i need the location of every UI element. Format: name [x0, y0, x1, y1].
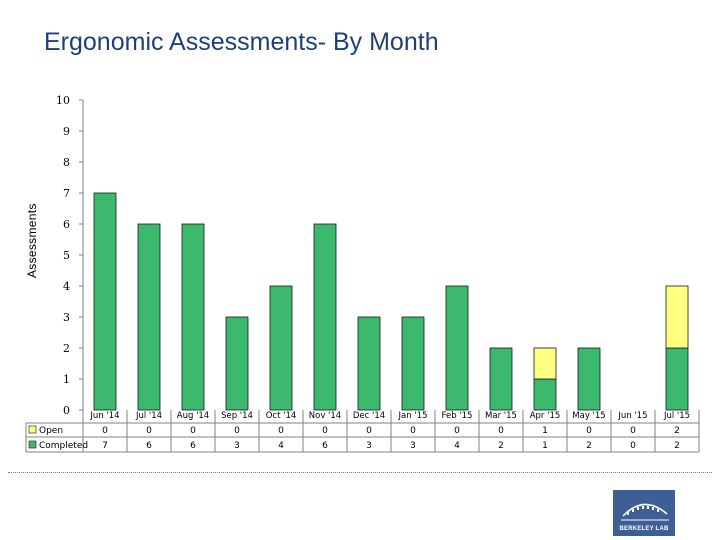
bar-completed: [401, 316, 425, 411]
bar-completed: [269, 285, 293, 411]
logo-text: BERKELEY LAB: [619, 526, 669, 532]
table-value-completed: 2: [498, 441, 504, 451]
bar-completed: [181, 223, 205, 411]
x-tick-label: Jun '15: [617, 411, 647, 421]
bar-completed: [137, 223, 161, 411]
bar-completed: [489, 347, 513, 411]
x-tick-label: Apr '15: [530, 411, 561, 421]
table-value-completed: 2: [674, 441, 680, 451]
x-tick-label: Jul '14: [135, 411, 162, 421]
bar-open: [665, 285, 689, 349]
table-value-open: 0: [234, 426, 240, 436]
y-tick-label: 4: [63, 280, 70, 293]
table-value-completed: 6: [190, 441, 196, 451]
table-value-completed: 6: [146, 441, 152, 451]
table-value-open: 0: [322, 426, 328, 436]
x-tick-label: May '15: [572, 411, 605, 421]
table-value-open: 0: [498, 426, 504, 436]
table-value-completed: 4: [278, 441, 284, 451]
legend-label-open: Open: [39, 426, 63, 436]
x-tick-label: Jul '15: [663, 411, 690, 421]
y-tick-label: 10: [56, 94, 70, 107]
table-value-completed: 2: [586, 441, 592, 451]
table-value-open: 0: [586, 426, 592, 436]
table-value-open: 0: [454, 426, 460, 436]
legend-key-completed: [28, 440, 37, 449]
x-tick-label: Jun '14: [89, 411, 119, 421]
bar-completed: [93, 192, 117, 411]
x-tick-label: Nov '14: [309, 411, 341, 421]
y-tick-label: 1: [63, 373, 70, 386]
y-tick-label: 6: [63, 218, 70, 231]
footer-divider: [8, 472, 712, 473]
table-value-open: 0: [146, 426, 152, 436]
x-tick-label: Jan '15: [398, 411, 428, 421]
bar-completed: [225, 316, 249, 411]
table-value-open: 0: [366, 426, 372, 436]
y-tick-label: 2: [63, 342, 70, 355]
table-value-open: 0: [190, 426, 196, 436]
table-value-open: 0: [278, 426, 284, 436]
table-value-open: 0: [630, 426, 636, 436]
y-tick-label: 5: [63, 249, 70, 262]
legend-key-open: [28, 425, 37, 434]
table-value-completed: 1: [542, 441, 548, 451]
x-tick-label: Dec '14: [353, 411, 385, 421]
x-tick-label: Aug '14: [177, 411, 209, 421]
bar-completed: [445, 285, 469, 411]
table-value-open: 1: [542, 426, 548, 436]
bar-completed: [665, 347, 689, 411]
table-value-completed: 6: [322, 441, 328, 451]
bar-open: [533, 347, 557, 380]
x-tick-label: Sep '14: [221, 411, 253, 421]
bar-completed: [313, 223, 337, 411]
y-tick-label: 0: [63, 404, 70, 417]
berkeley-lab-logo: BERKELEY LAB: [613, 490, 675, 536]
table-value-completed: 4: [454, 441, 460, 451]
lab-building-icon: [621, 503, 669, 521]
table-value-open: 0: [102, 426, 108, 436]
bar-completed: [357, 316, 381, 411]
x-tick-label: Mar '15: [485, 411, 517, 421]
bar-completed: [577, 347, 601, 411]
table-value-completed: 3: [234, 441, 240, 451]
table-value-open: 0: [410, 426, 416, 436]
chart-title: Ergonomic Assessments- By Month: [44, 28, 439, 56]
table-value-completed: 7: [102, 441, 108, 451]
y-tick-label: 8: [63, 156, 70, 169]
x-tick-label: Feb '15: [442, 411, 473, 421]
table-value-open: 2: [674, 426, 680, 436]
y-tick-label: 7: [63, 187, 70, 200]
table-value-completed: 3: [410, 441, 416, 451]
table-value-completed: 3: [366, 441, 372, 451]
y-tick-label: 3: [63, 311, 70, 324]
table-value-completed: 0: [630, 441, 636, 451]
y-tick-label: 9: [63, 125, 70, 138]
bar-completed: [533, 378, 557, 411]
legend-label-completed: Completed: [39, 441, 88, 451]
x-tick-label: Oct '14: [266, 411, 297, 421]
